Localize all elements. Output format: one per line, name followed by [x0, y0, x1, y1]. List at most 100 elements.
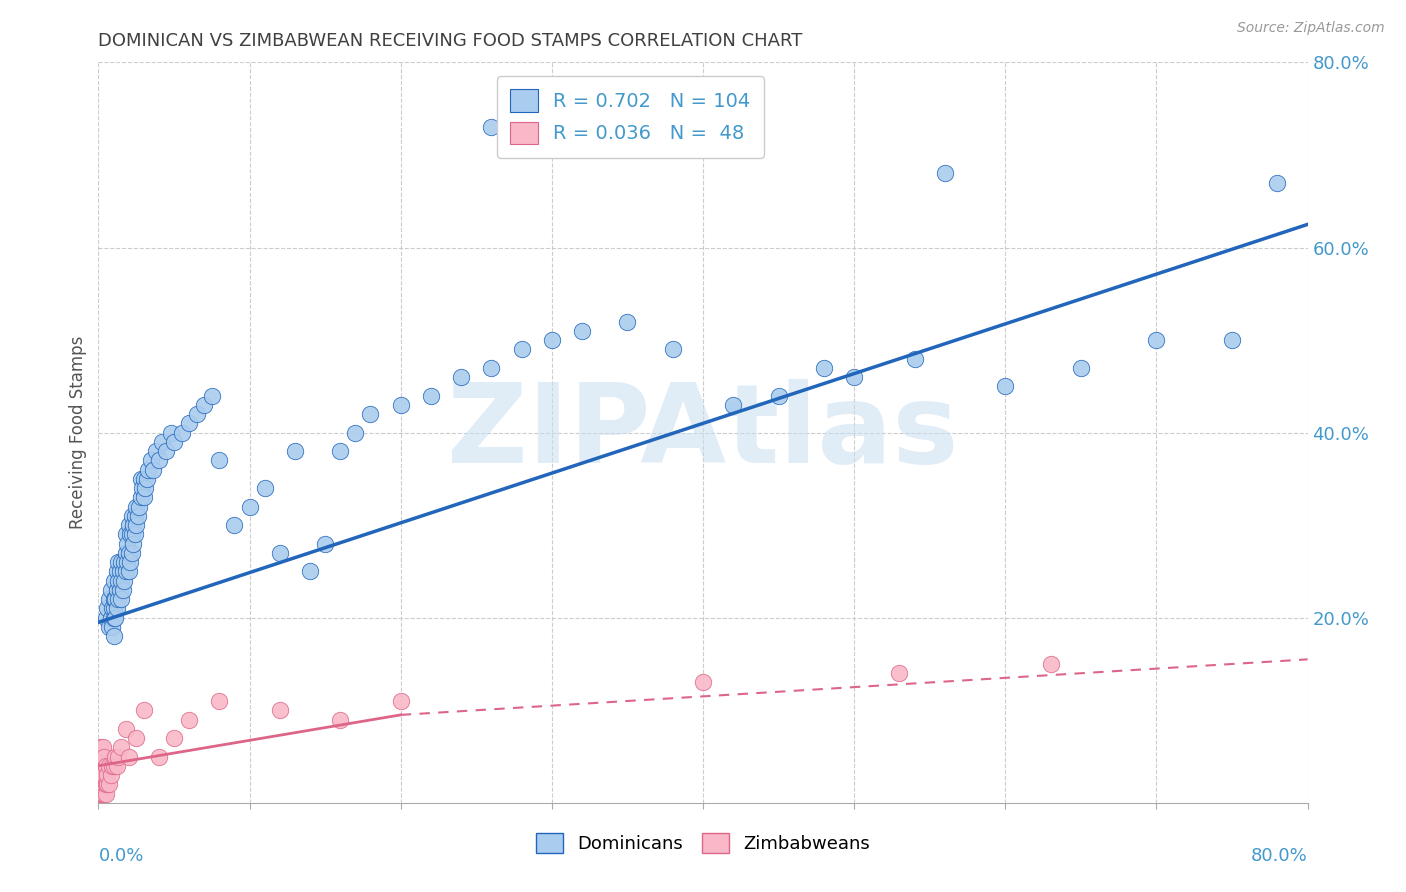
- Point: [239, 500, 262, 514]
- Point: [889, 666, 911, 681]
- Point: [148, 453, 170, 467]
- Point: [768, 388, 790, 402]
- Point: [450, 370, 472, 384]
- Point: [90, 758, 112, 772]
- Point: [108, 582, 131, 597]
- Point: [163, 731, 186, 745]
- Point: [94, 787, 117, 801]
- Point: [104, 610, 127, 624]
- Point: [100, 768, 122, 782]
- Point: [98, 592, 121, 607]
- Point: [389, 694, 412, 708]
- Legend: R = 0.702   N = 104, R = 0.036   N =  48: R = 0.702 N = 104, R = 0.036 N = 48: [496, 76, 763, 158]
- Point: [193, 398, 215, 412]
- Point: [107, 592, 129, 607]
- Point: [114, 546, 136, 560]
- Point: [127, 508, 149, 523]
- Point: [314, 536, 336, 550]
- Point: [420, 388, 443, 402]
- Point: [269, 546, 291, 560]
- Point: [93, 768, 115, 782]
- Legend: Dominicans, Zimbabweans: Dominicans, Zimbabweans: [529, 825, 877, 861]
- Point: [98, 620, 121, 634]
- Point: [103, 592, 125, 607]
- Point: [111, 582, 134, 597]
- Point: [101, 601, 124, 615]
- Point: [115, 536, 138, 550]
- Point: [96, 768, 118, 782]
- Point: [344, 425, 367, 440]
- Point: [124, 527, 146, 541]
- Point: [100, 610, 122, 624]
- Point: [91, 740, 114, 755]
- Point: [122, 518, 145, 533]
- Point: [104, 592, 127, 607]
- Point: [98, 758, 121, 772]
- Point: [118, 518, 141, 533]
- Point: [103, 601, 125, 615]
- Point: [481, 360, 503, 375]
- Point: [107, 555, 129, 569]
- Point: [389, 398, 412, 412]
- Point: [91, 768, 114, 782]
- Point: [122, 536, 145, 550]
- Point: [125, 500, 148, 514]
- Text: 0.0%: 0.0%: [98, 847, 143, 865]
- Point: [616, 314, 638, 328]
- Point: [129, 472, 152, 486]
- Point: [110, 592, 132, 607]
- Point: [142, 462, 165, 476]
- Point: [120, 527, 142, 541]
- Point: [481, 120, 503, 135]
- Point: [163, 434, 186, 449]
- Point: [125, 731, 148, 745]
- Text: DOMINICAN VS ZIMBABWEAN RECEIVING FOOD STAMPS CORRELATION CHART: DOMINICAN VS ZIMBABWEAN RECEIVING FOOD S…: [98, 32, 803, 50]
- Point: [540, 333, 562, 347]
- Point: [107, 574, 129, 588]
- Point: [148, 749, 170, 764]
- Point: [571, 324, 593, 338]
- Point: [89, 749, 111, 764]
- Point: [120, 555, 142, 569]
- Point: [114, 565, 136, 579]
- Point: [89, 787, 111, 801]
- Point: [90, 777, 112, 791]
- Point: [723, 398, 745, 412]
- Point: [129, 491, 152, 505]
- Point: [692, 675, 714, 690]
- Point: [934, 166, 956, 180]
- Point: [114, 722, 136, 736]
- Point: [284, 444, 307, 458]
- Point: [1070, 360, 1092, 375]
- Point: [329, 713, 352, 727]
- Point: [160, 425, 183, 440]
- Point: [104, 749, 127, 764]
- Point: [208, 694, 231, 708]
- Point: [121, 527, 143, 541]
- Point: [131, 481, 153, 495]
- Point: [1220, 333, 1243, 347]
- Point: [89, 777, 111, 791]
- Point: [201, 388, 224, 402]
- Point: [179, 713, 201, 727]
- Point: [132, 472, 155, 486]
- Point: [90, 768, 112, 782]
- Point: [110, 574, 132, 588]
- Point: [135, 472, 157, 486]
- Point: [89, 758, 111, 772]
- Point: [89, 768, 111, 782]
- Point: [253, 481, 276, 495]
- Point: [93, 777, 115, 791]
- Point: [1267, 176, 1289, 190]
- Point: [170, 425, 193, 440]
- Point: [186, 407, 208, 421]
- Point: [110, 555, 132, 569]
- Point: [121, 546, 143, 560]
- Point: [111, 565, 134, 579]
- Point: [98, 777, 121, 791]
- Point: [103, 758, 125, 772]
- Point: [155, 444, 177, 458]
- Point: [904, 351, 927, 366]
- Point: [329, 444, 352, 458]
- Point: [118, 749, 141, 764]
